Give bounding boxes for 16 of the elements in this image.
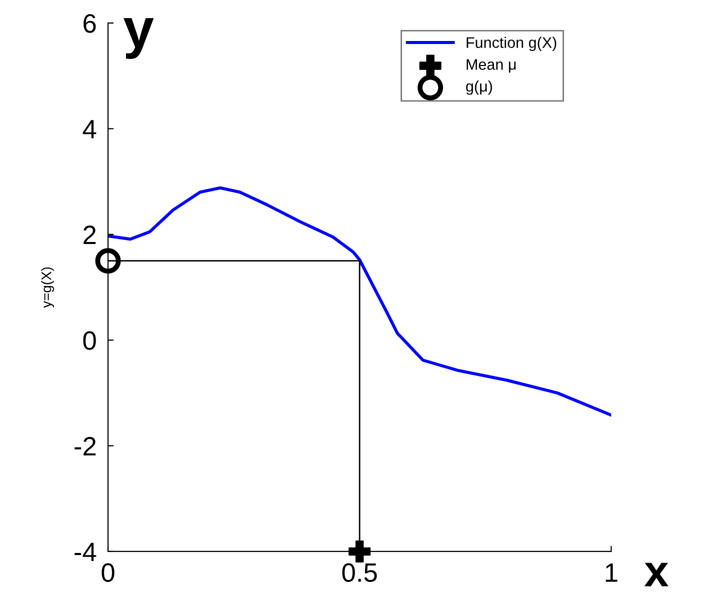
x-tick-label: 1 (606, 564, 618, 582)
y-tick-label: 2 (84, 226, 96, 244)
y-tick-label: -4 (74, 542, 96, 562)
line-series (108, 186, 612, 417)
legend-label: Mean μ (466, 59, 516, 73)
x-tick-label: 0 (102, 563, 114, 582)
y-axis-title: y=g(X) (41, 267, 54, 308)
chart-title: y (124, 18, 154, 59)
y-tick-label: 4 (82, 120, 96, 138)
x-tick-label: 0.5 (342, 563, 377, 582)
legend-label: Function g(X) (466, 36, 556, 52)
legend-label: g(μ) (466, 80, 492, 95)
y-tick-label: 0 (83, 331, 96, 350)
y-tick-label: -2 (74, 436, 96, 456)
y-tick-label: 6 (84, 14, 96, 33)
x-axis-title: x (644, 562, 668, 586)
